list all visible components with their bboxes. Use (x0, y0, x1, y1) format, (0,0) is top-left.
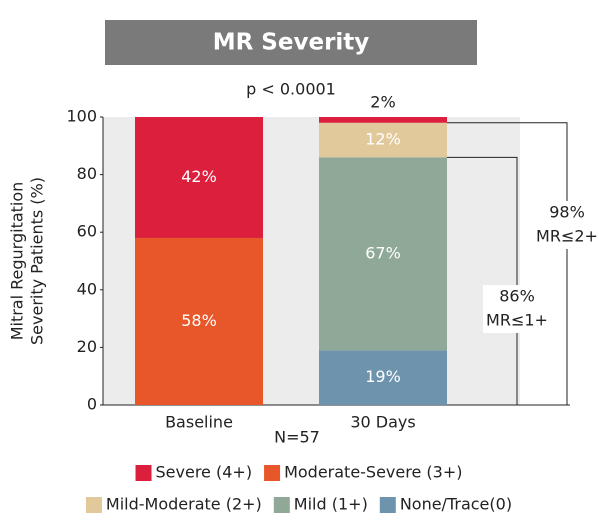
value-label: 58% (181, 311, 217, 330)
value-label: 42% (181, 167, 217, 186)
value-label: 19% (365, 367, 401, 386)
annotation-text: MR≤1+ (486, 311, 548, 330)
bar-segment (135, 237, 263, 405)
y-tick-label: 0 (87, 395, 97, 414)
annotation-label: 98% (549, 203, 585, 222)
legend-swatch (379, 497, 396, 513)
value-label: 67% (365, 243, 401, 262)
y-tick-label: 60 (77, 222, 97, 241)
y-tick-label: 20 (77, 337, 97, 356)
legend-swatch (85, 497, 102, 513)
legend-label: Moderate-Severe (3+) (284, 463, 462, 482)
x-label: N=57 (274, 428, 320, 447)
value-label: 2% (370, 93, 395, 112)
y-tick-label: 40 (77, 279, 97, 298)
legend-label: Mild (1+) (294, 495, 368, 514)
bar-segment (319, 157, 447, 351)
bar-segment (319, 117, 447, 123)
legend-swatch (135, 465, 152, 481)
chart-title: MR Severity (213, 30, 370, 56)
y-tick-label: 80 (77, 164, 97, 183)
annotation-text: MR≤2+ (536, 227, 598, 246)
y-label-line: Mitral Regurgitation (8, 182, 27, 341)
legend-label: None/Trace(0) (400, 495, 512, 514)
legend-swatch (264, 465, 281, 481)
y-label-line: Severity Patients (%) (28, 177, 47, 345)
x-tick-label: 30 Days (350, 413, 415, 432)
subtitle: p < 0.0001 (246, 80, 336, 99)
annotation-label: 86% (499, 287, 535, 306)
value-label: 12% (365, 130, 401, 149)
legend-label: Mild-Moderate (2+) (106, 495, 262, 514)
x-tick-label: Baseline (165, 413, 233, 432)
bracket (447, 122, 568, 405)
bar-segment (135, 117, 263, 238)
legend-swatch (273, 497, 290, 513)
bar-segment (319, 122, 447, 158)
annotation-bg (533, 201, 599, 249)
legend-label: Severe (4+) (156, 463, 253, 482)
y-tick-label: 100 (66, 107, 97, 126)
title-box (105, 20, 477, 65)
annotation-bg (483, 285, 551, 333)
y-label: Mitral Regurgitation Severity Patients (… (8, 177, 47, 345)
bar-segment (319, 350, 447, 405)
